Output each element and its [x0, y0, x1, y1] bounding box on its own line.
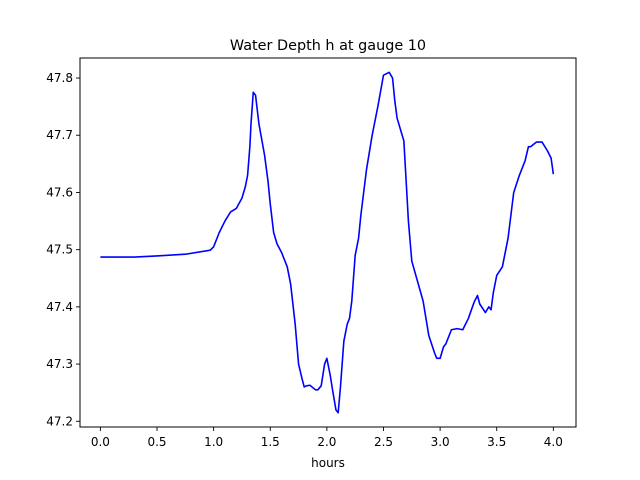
x-tick-label: 1.5 — [261, 435, 280, 449]
y-tick-label: 47.3 — [46, 357, 73, 371]
x-tick-label: 2.0 — [317, 435, 336, 449]
y-axis-ticks: 47.2 47.3 47.4 47.5 47.6 47.7 47.8 — [46, 71, 80, 428]
y-tick-label: 47.5 — [46, 243, 73, 257]
x-axis-label: hours — [311, 456, 345, 470]
x-tick-label: 1.0 — [204, 435, 223, 449]
series-line-0 — [100, 71, 555, 414]
x-tick-label: 3.5 — [487, 435, 506, 449]
y-tick-label: 47.6 — [46, 185, 73, 199]
y-tick-label: 47.8 — [46, 71, 73, 85]
x-tick-label: 2.5 — [374, 435, 393, 449]
x-axis-ticks: 0.0 0.5 1.0 1.5 2.0 2.5 3.0 3.5 4.0 — [91, 427, 563, 449]
x-tick-label: 0.0 — [91, 435, 110, 449]
y-tick-label: 47.7 — [46, 128, 73, 142]
y-tick-label: 47.2 — [46, 414, 73, 428]
x-tick-label: 3.0 — [431, 435, 450, 449]
chart-title: Water Depth h at gauge 10 — [230, 38, 426, 54]
y-tick-label: 47.4 — [46, 300, 73, 314]
x-tick-label: 4.0 — [544, 435, 563, 449]
axes-frame — [79, 57, 577, 428]
series-layer — [100, 71, 555, 414]
plot-area: 0.0 0.5 1.0 1.5 2.0 2.5 3.0 3.5 4.0 47.2 47.3 47.4… — [46, 57, 577, 449]
x-tick-label: 0.5 — [147, 435, 166, 449]
